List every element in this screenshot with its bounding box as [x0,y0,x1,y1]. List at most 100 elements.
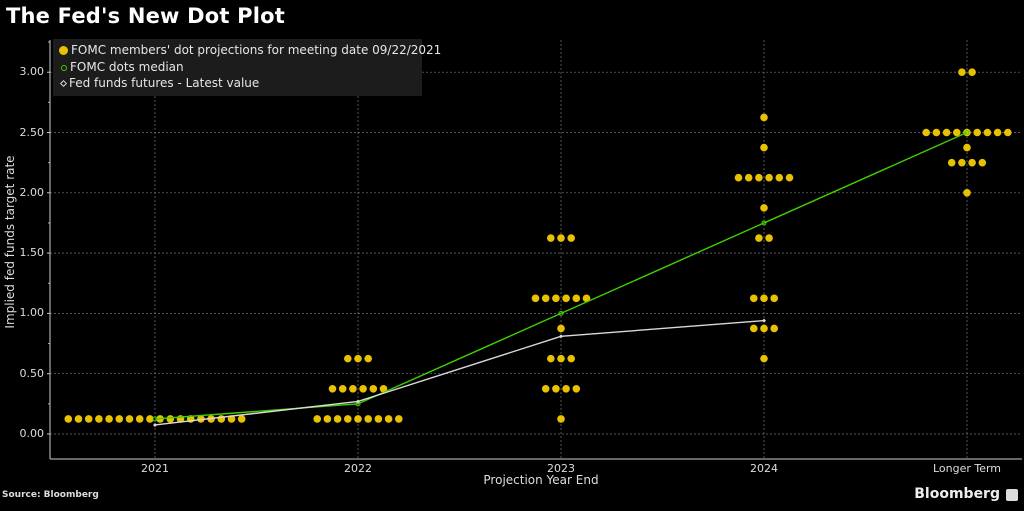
projection-dot [932,128,941,137]
projection-dot [146,415,154,423]
projection-dot [750,324,758,333]
legend-label: FOMC members' dot projections for meetin… [71,43,442,57]
projection-dot [567,354,575,363]
projection-dot [105,415,113,423]
projection-dot [557,354,565,363]
futures-point [153,422,157,427]
projection-dot [395,415,403,423]
projection-dot [349,384,357,393]
projection-dot [547,234,555,242]
median-point [558,310,564,316]
projection-dot [552,294,560,303]
projection-dot [344,415,352,423]
projection-dot [765,234,773,242]
white-diamond-icon [59,79,68,88]
projection-dot [364,415,373,423]
median-point [152,416,158,422]
legend: FOMC members' dot projections for meetin… [53,39,441,96]
projection-dot [983,128,992,137]
projection-dot [323,415,332,423]
median-point [761,220,767,226]
projection-dot [963,189,971,197]
projection-dot [384,415,393,423]
projection-dot [973,128,981,137]
bloomberg-logo-text: Bloomberg [914,486,1000,502]
projection-dot [379,384,388,393]
x-tick-label: 2023 [547,462,575,475]
projection-dot [770,324,778,333]
x-tick-label: Longer Term [932,462,1002,475]
projection-dot [953,128,961,137]
projection-dot [359,384,367,393]
chart-title: The Fed's New Dot Plot [6,4,286,28]
green-circle-icon [61,64,67,71]
bloomberg-chart-icon [1006,489,1018,501]
projection-dot [775,173,784,182]
projection-dot [760,113,768,122]
projection-dot [958,158,966,167]
projection-dot [354,415,362,423]
projection-dot [765,173,773,182]
projection-dot [552,384,560,393]
y-tick-label: 2.00 [19,185,45,199]
projection-dot [760,204,768,212]
median-line [154,131,968,420]
projection-dot [760,324,768,333]
futures-point [762,318,766,323]
projection-dot [760,354,768,363]
projection-dot [755,173,763,182]
y-tick-label: 1.00 [19,306,45,320]
projection-dot [760,143,768,152]
projection-dot [74,415,83,423]
projection-dot [947,158,956,167]
projection-dot [557,415,565,423]
projection-dot [547,354,555,363]
projection-dot [541,294,550,303]
projection-dot [333,415,342,423]
projection-dot [344,354,352,363]
median-point [964,130,970,135]
y-tick-label: 0.00 [19,427,45,440]
x-tick-label: 2024 [750,462,778,475]
projection-dot [374,415,383,423]
projection-dot [958,68,966,76]
x-tick-label: 2022 [344,462,372,475]
projection-dot [354,354,362,363]
projection-dot [64,415,73,423]
legend-item-dots: FOMC members' dot projections for meetin… [59,43,441,57]
projection-dot [313,415,322,423]
projection-dot [369,384,378,393]
legend-item-median: FOMC dots median [59,60,184,74]
projection-dot [227,415,236,423]
projection-dot [115,415,124,423]
x-axis-label: Projection Year End [483,473,599,487]
projection-dot [135,415,144,423]
projection-dot [968,158,976,167]
projection-dot [95,415,103,423]
projection-dot [922,128,930,137]
projection-dot [755,234,763,242]
y-axis-label: Implied fed funds target rate [3,155,17,329]
projection-dot [557,324,565,333]
projection-dot [744,173,753,182]
projection-dot [968,68,976,76]
projection-dot [562,294,570,303]
projection-dot [582,294,591,303]
projection-dot [84,415,93,423]
x-axis-label-wrap: Projection Year End [0,473,1024,487]
projection-dot [1004,128,1012,137]
projection-dot [541,384,550,393]
y-tick-label: 1.50 [19,246,45,260]
projection-dot [760,294,768,303]
futures-line [154,319,765,426]
projection-dot [734,173,743,182]
projection-dot [338,384,347,393]
y-tick-label: 0.50 [19,366,45,380]
projection-dot [572,384,581,393]
source-note: Source: Bloomberg [2,490,99,500]
projection-dot [562,384,570,393]
x-tick-label: 2021 [141,462,169,475]
legend-label: Fed funds futures - Latest value [69,76,260,90]
projection-dot [993,128,1002,137]
